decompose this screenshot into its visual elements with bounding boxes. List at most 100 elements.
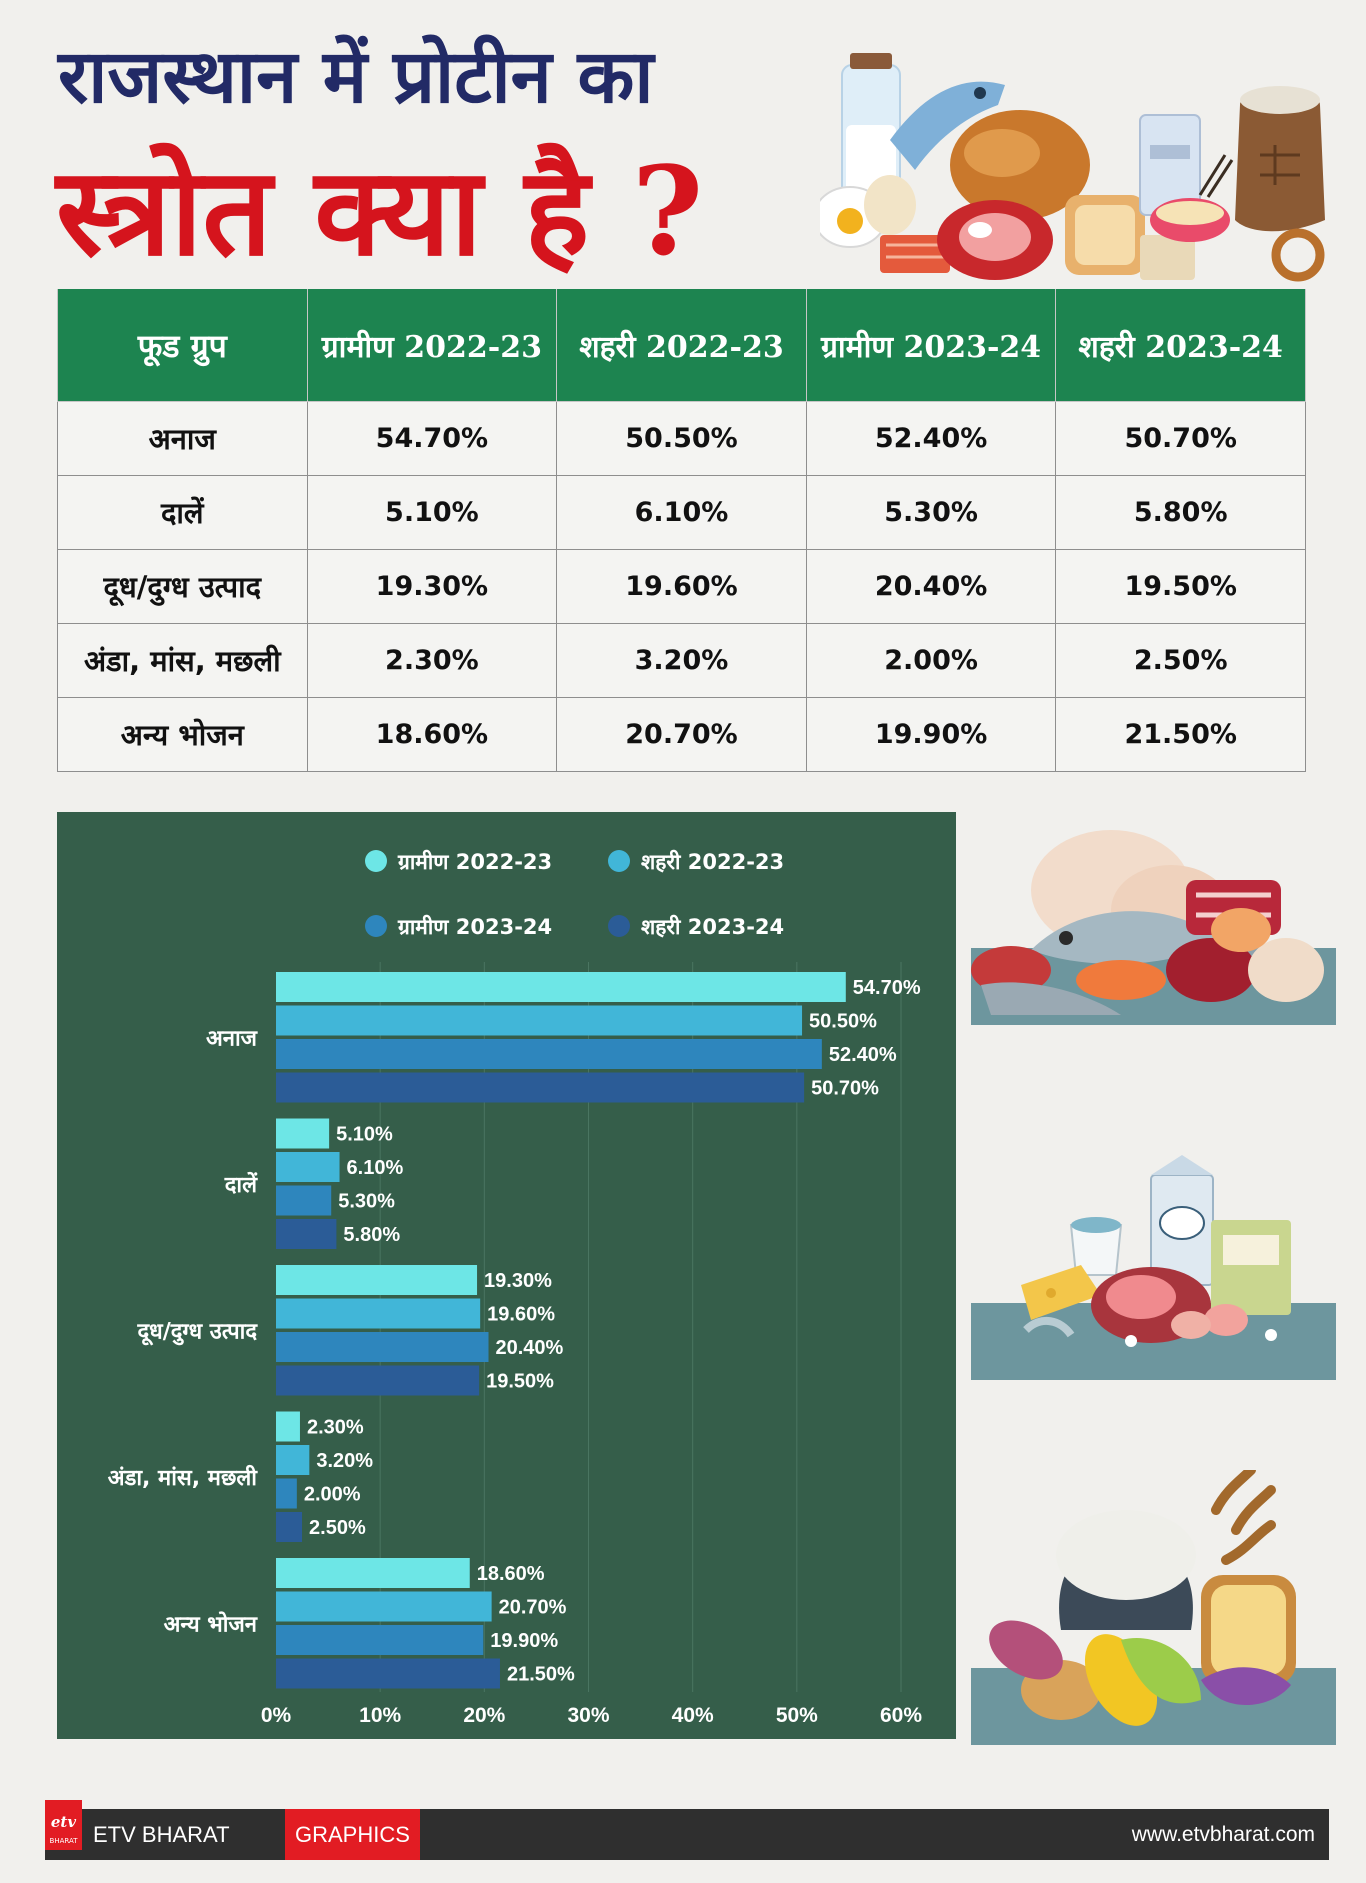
- table-cell: 3.20%: [556, 623, 807, 698]
- bar-value-label: 20.40%: [496, 1337, 564, 1359]
- bar: [276, 1658, 500, 1689]
- table-cell-food-group: दूध/दुग्ध उत्पाद: [57, 549, 308, 624]
- bar-value-label: 5.80%: [343, 1224, 400, 1246]
- table-row: अन्य भोजन 18.60% 20.70% 19.90% 21.50%: [57, 697, 1306, 772]
- table-cell: 19.50%: [1055, 549, 1306, 624]
- x-tick-label: 40%: [672, 1704, 714, 1727]
- bar: [276, 972, 846, 1002]
- bar-chart: ग्रामीण 2022-23 शहरी 2022-23 ग्रामीण 2023-…: [108, 849, 923, 1727]
- table-cell: 20.70%: [556, 697, 807, 772]
- legend-label: शहरी 2022-23: [641, 849, 784, 874]
- table-cell-food-group: दालें: [57, 475, 308, 550]
- logo-text: etv: [51, 1813, 76, 1831]
- x-tick-label: 10%: [359, 1704, 401, 1727]
- chart-bars: अनाज 54.70% 50.50% 52.40% 50.70% दालें 5.10% 6.…: [108, 972, 921, 1689]
- footer-url[interactable]: www.etvbharat.com: [1131, 1823, 1315, 1846]
- bar-value-label: 6.10%: [347, 1157, 404, 1179]
- chart-legend: ग्रामीण 2022-23 शहरी 2022-23 ग्रामीण 2023-…: [365, 849, 784, 939]
- legend-swatch: [608, 850, 630, 872]
- bar: [276, 1039, 822, 1069]
- page-title-line2: स्त्रोत क्या है ?: [56, 139, 704, 283]
- table-cell: 18.60%: [306, 697, 558, 772]
- legend-label: ग्रामीण 2022-23: [397, 849, 552, 874]
- etv-bharat-logo: etv BHARAT: [45, 1800, 82, 1850]
- bar-value-label: 50.70%: [811, 1078, 879, 1100]
- table-cell: 20.40%: [805, 549, 1057, 624]
- category-label: अनाज: [206, 1026, 259, 1051]
- x-tick-label: 50%: [776, 1704, 818, 1727]
- table-cell: 50.70%: [1055, 401, 1306, 476]
- table-cell: 52.40%: [805, 401, 1057, 476]
- bar-value-label: 5.30%: [338, 1191, 395, 1213]
- dairy-illustration: [971, 1155, 1336, 1380]
- category-label: अन्य भोजन: [164, 1610, 258, 1637]
- category-label: अंडा, मांस, मछली: [108, 1464, 259, 1491]
- bar: [276, 1072, 805, 1103]
- table-row: अनाज 54.70% 50.50% 52.40% 50.70%: [57, 401, 1306, 476]
- table-cell: 6.10%: [556, 475, 807, 550]
- x-tick-label: 0%: [261, 1704, 292, 1727]
- page-title-line1: राजस्थान में प्रोटीन का: [58, 34, 654, 120]
- header-food-group: फूड ग्रुप: [57, 289, 308, 402]
- chart-x-axis: 0% 10% 20% 30% 40% 50% 60%: [261, 1704, 923, 1727]
- bar-value-label: 20.70%: [499, 1597, 567, 1619]
- table-row: दूध/दुग्ध उत्पाद 19.30% 19.60% 20.40% 19…: [57, 549, 1306, 624]
- bar-value-label: 19.60%: [487, 1304, 555, 1326]
- bar: [276, 1365, 480, 1396]
- meat-fish-illustration: [971, 830, 1336, 1025]
- footer-brand: ETV BHARAT: [93, 1822, 230, 1847]
- legend-label: शहरी 2023-24: [641, 914, 784, 939]
- bar: [276, 1332, 489, 1362]
- bar-chart-panel: ग्रामीण 2022-23 शहरी 2022-23 ग्रामीण 2023-…: [57, 812, 956, 1739]
- bar-value-label: 2.00%: [304, 1484, 361, 1506]
- header-rural-2023-24: ग्रामीण 2023-24: [805, 289, 1057, 402]
- bar-value-label: 2.30%: [307, 1417, 364, 1439]
- bar-value-label: 18.60%: [477, 1563, 545, 1585]
- bar-value-label: 50.50%: [809, 1011, 877, 1033]
- table-cell: 2.50%: [1055, 623, 1306, 698]
- legend-swatch: [608, 915, 630, 937]
- bar-value-label: 19.30%: [484, 1270, 552, 1292]
- bar: [276, 1591, 492, 1622]
- table-cell: 2.30%: [306, 623, 558, 698]
- bar-value-label: 54.70%: [853, 977, 921, 999]
- table-header-row: फूड ग्रुप ग्रामीण 2022-23 शहरी 2022-23 ग…: [57, 289, 1306, 402]
- table-cell: 21.50%: [1055, 697, 1306, 772]
- legend-label: ग्रामीण 2023-24: [397, 914, 552, 939]
- bar-value-label: 52.40%: [829, 1044, 897, 1066]
- bar: [276, 1558, 470, 1588]
- legend-swatch: [365, 850, 387, 872]
- header-rural-2022-23: ग्रामीण 2022-23: [306, 289, 558, 402]
- bar-value-label: 21.50%: [507, 1664, 575, 1686]
- bar-value-label: 19.50%: [486, 1371, 554, 1393]
- header-urban-2023-24: शहरी 2023-24: [1055, 289, 1306, 402]
- bar: [276, 1298, 481, 1329]
- table-cell-food-group: अनाज: [57, 401, 308, 476]
- logo-subtext: BHARAT: [50, 1837, 79, 1845]
- category-label: दालें: [224, 1171, 258, 1198]
- bar-value-label: 5.10%: [336, 1124, 393, 1146]
- x-tick-label: 30%: [567, 1704, 609, 1727]
- bar-value-label: 3.20%: [316, 1450, 373, 1472]
- table-cell: 19.60%: [556, 549, 807, 624]
- bar: [276, 1219, 337, 1249]
- table-cell: 5.80%: [1055, 475, 1306, 550]
- bar-value-label: 19.90%: [490, 1630, 558, 1652]
- bar-value-label: 2.50%: [309, 1517, 366, 1539]
- table-cell: 50.50%: [556, 401, 807, 476]
- table-cell: 5.10%: [306, 475, 558, 550]
- category-label: दूध/दुग्ध उत्पाद: [136, 1319, 258, 1346]
- x-tick-label: 60%: [880, 1704, 922, 1727]
- table-row: अंडा, मांस, मछली 2.30% 3.20% 2.00% 2.50%: [57, 623, 1306, 698]
- table-cell: 19.90%: [805, 697, 1057, 772]
- table-row: दालें 5.10% 6.10% 5.30% 5.80%: [57, 475, 1306, 550]
- header-urban-2022-23: शहरी 2022-23: [556, 289, 807, 402]
- bar: [276, 1005, 803, 1036]
- x-tick-label: 20%: [463, 1704, 505, 1727]
- bar: [276, 1411, 300, 1442]
- bar: [276, 1265, 478, 1295]
- bar: [276, 1625, 484, 1655]
- protein-source-table: फूड ग्रुप ग्रामीण 2022-23 शहरी 2022-23 ग…: [57, 289, 1306, 772]
- footer-graphics-badge: GRAPHICS: [285, 1809, 420, 1860]
- bar: [276, 1118, 330, 1149]
